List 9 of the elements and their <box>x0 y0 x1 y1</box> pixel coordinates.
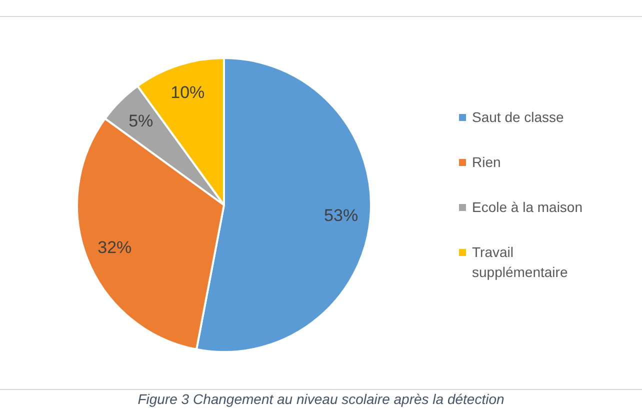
legend-label: Saut de classe <box>472 108 565 127</box>
data-label: 5% <box>128 112 154 131</box>
data-label: 10% <box>170 82 205 102</box>
legend-label: Rien <box>472 153 502 172</box>
data-label: 53% <box>324 206 358 225</box>
legend-label: Ecole à la maison <box>472 198 584 217</box>
data-label: 32% <box>98 238 132 257</box>
legend-label: Travail supplémentaire <box>472 243 569 282</box>
caption: Figure 3 Changement au niveau scolaire après la détection <box>136 391 506 408</box>
